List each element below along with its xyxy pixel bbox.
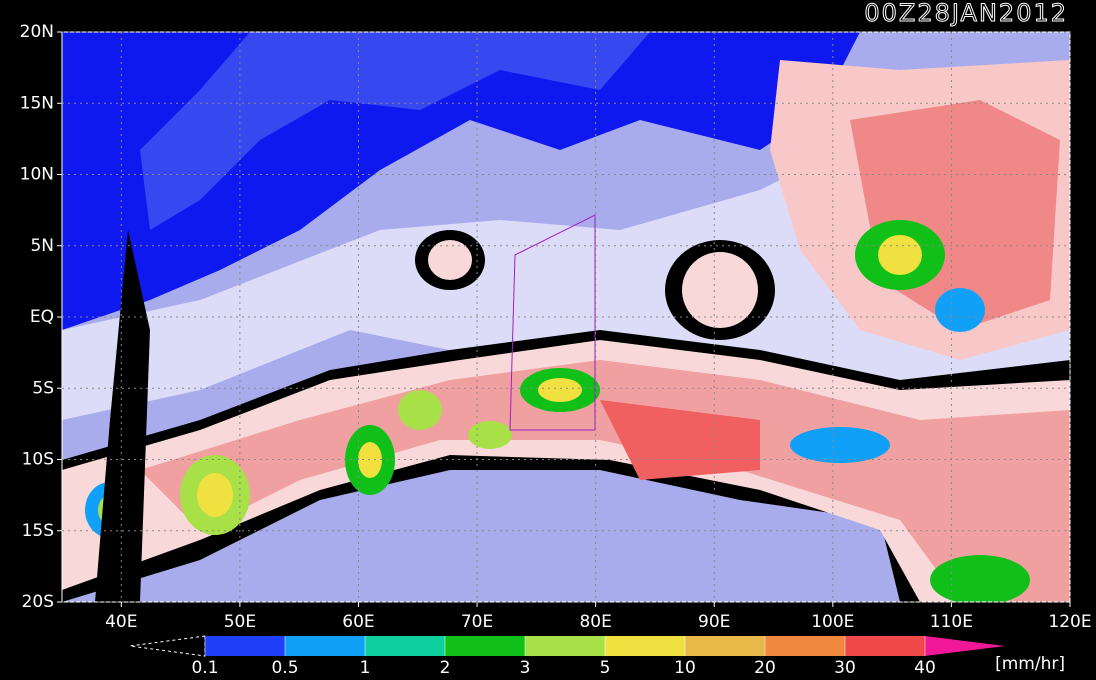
colorbar-label: 0.5 [271, 658, 298, 678]
x-tick-label: 80E [579, 612, 611, 632]
colorbar-label: 1 [360, 658, 371, 678]
y-tick-label: 15S [22, 521, 54, 541]
y-tick-label: 20N [20, 22, 54, 42]
colorbar-segment [685, 636, 765, 656]
colorbar-over [925, 636, 1005, 656]
y-tick-label: 5N [30, 236, 54, 256]
colorbar-segment [365, 636, 445, 656]
y-tick-label: 15N [20, 93, 54, 113]
colorbar-unit: [mm/hr] [995, 654, 1065, 674]
x-tick-label: 60E [342, 612, 374, 632]
y-tick-label: 5S [32, 378, 54, 398]
colorbar-label: 0.1 [191, 658, 218, 678]
x-tick-label: 70E [461, 612, 493, 632]
colorbar-segment [285, 636, 365, 656]
colorbar-label: 40 [914, 658, 936, 678]
colorbar-label: 20 [754, 658, 776, 678]
y-tick-label: EQ [30, 307, 54, 327]
x-tick-label: 50E [224, 612, 256, 632]
x-tick-label: 120E [1048, 612, 1091, 632]
colorbar-segment [445, 636, 525, 656]
x-tick-label: 40E [105, 612, 137, 632]
precip-field [62, 32, 1070, 602]
colorbar-segment [525, 636, 605, 656]
y-tick-label: 10N [20, 165, 54, 185]
colorbar-label: 10 [674, 658, 696, 678]
colorbar-label: 3 [520, 658, 531, 678]
x-tick-label: 90E [698, 612, 730, 632]
colorbar-label: 2 [440, 658, 451, 678]
y-tick-label: 10S [22, 450, 54, 470]
y-tick-label: 20S [22, 592, 54, 612]
colorbar-under [129, 635, 206, 657]
map-title: 00Z28JAN2012 [864, 0, 1068, 27]
colorbar-segment [765, 636, 845, 656]
colorbar-segment [845, 636, 925, 656]
x-tick-label: 110E [930, 612, 973, 632]
colorbar-segment [605, 636, 685, 656]
colorbar-segment [205, 636, 285, 656]
colorbar-label: 30 [834, 658, 856, 678]
colorbar-label: 5 [600, 658, 611, 678]
x-tick-label: 100E [811, 612, 854, 632]
